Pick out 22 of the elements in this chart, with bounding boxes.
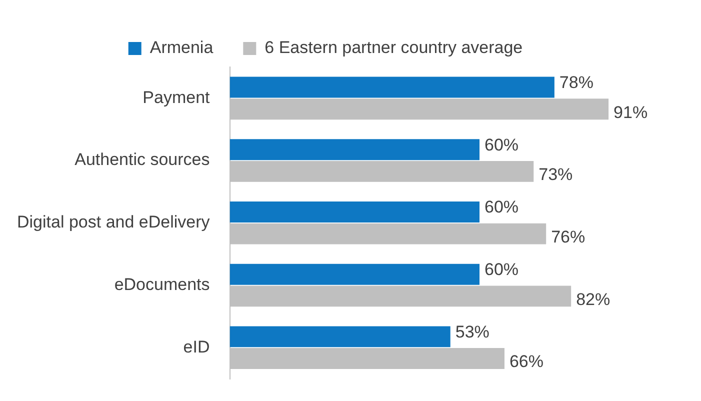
data-label: 53% [455, 322, 490, 342]
legend-label: Armenia [150, 38, 214, 58]
y-tick-label: Authentic sources [74, 150, 210, 170]
bar [230, 139, 480, 160]
y-tick-label: Digital post and eDelivery [16, 212, 210, 232]
bar [230, 264, 480, 285]
data-label: 60% [484, 198, 519, 217]
data-label: 60% [484, 260, 519, 280]
data-label: 91% [614, 102, 648, 122]
data-label: 66% [509, 352, 544, 372]
data-label: 60% [484, 135, 519, 154]
y-tick-label: eDocuments [114, 274, 210, 294]
data-label: 82% [576, 290, 610, 309]
legend-label: 6 Eastern partner country average [264, 38, 523, 58]
bar [230, 326, 450, 348]
bar [230, 202, 480, 222]
data-label: 73% [538, 165, 573, 184]
y-tick-label: Payment [142, 88, 210, 107]
bar [230, 76, 554, 98]
data-label: 76% [551, 228, 586, 246]
y-tick-label: eID [183, 337, 210, 356]
data-label: 78% [559, 72, 594, 92]
